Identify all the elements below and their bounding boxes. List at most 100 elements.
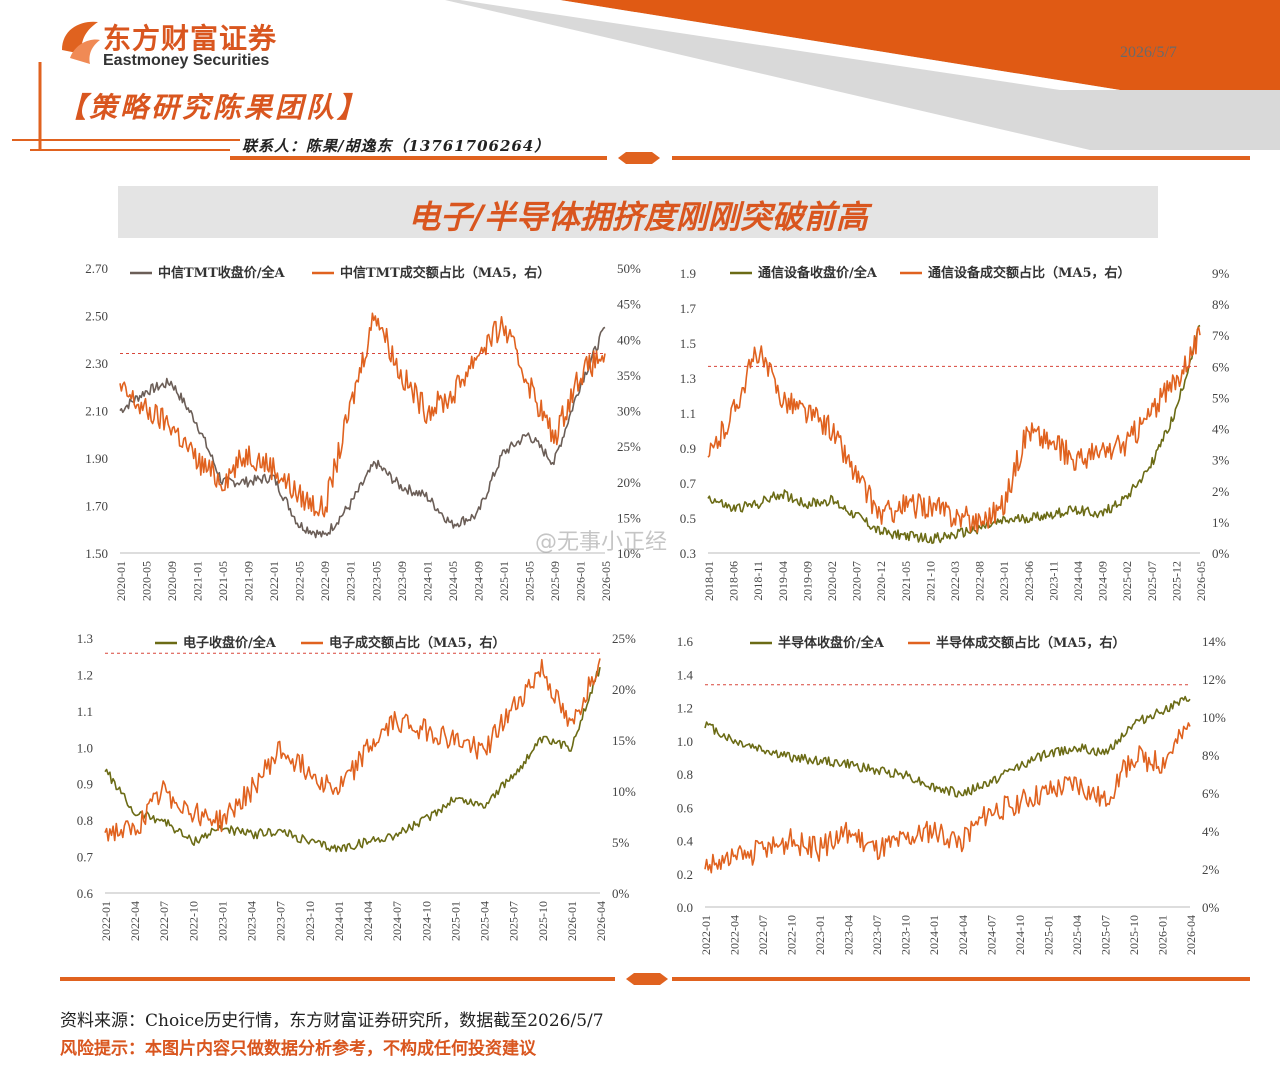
- x-tick-label: 2021-05: [216, 561, 230, 601]
- x-tick-label: 2024-07: [390, 901, 404, 941]
- x-tick-label: 2025-01: [1041, 915, 1055, 955]
- y-tick-label: 0.5: [680, 511, 696, 526]
- x-tick-label: 2024-09: [471, 561, 485, 601]
- y-tick-label: 0.8: [77, 813, 93, 828]
- x-tick-label: 2022-10: [186, 901, 200, 941]
- x-tick-label: 2023-04: [245, 901, 259, 941]
- watermark: @无事小正经: [535, 530, 668, 555]
- y-tick-label: 1.9: [680, 266, 696, 281]
- y-tick-label: 0.0: [677, 900, 693, 915]
- x-tick-label: 2020-07: [850, 561, 864, 601]
- y-tick-label: 0.9: [77, 777, 93, 792]
- x-tick-label: 2018-11: [751, 561, 765, 601]
- x-tick-label: 2024-01: [927, 915, 941, 955]
- y-tick-label: 0.9: [680, 441, 696, 456]
- series-line-price: [119, 326, 606, 539]
- x-tick-label: 2022-10: [785, 915, 799, 955]
- y2-tick-label: 3%: [1212, 453, 1230, 468]
- x-tick-label: 2025-07: [1145, 561, 1159, 601]
- x-tick-label: 2025-05: [522, 561, 536, 601]
- x-tick-label: 2023-06: [1022, 561, 1036, 601]
- x-tick-label: 2021-05: [899, 561, 913, 601]
- chart-telecom: 0.3 0.5 0.7 0.9 1.1 1.3 1.5 1.7 1.9 0% 1% 2% 3% 4% 5% 6…: [680, 265, 1230, 601]
- y2-tick-label: 10%: [617, 546, 641, 561]
- legend-label: 电子成交额占比（MA5，右）: [329, 635, 506, 651]
- series-line-share: [104, 658, 601, 842]
- y-tick-label: 0.4: [677, 834, 694, 849]
- x-tick-label: 2021-10: [923, 561, 937, 601]
- x-tick-label: 2025-02: [1120, 561, 1134, 601]
- series-line-share: [707, 326, 1201, 533]
- x-tick-label: 2023-01: [997, 561, 1011, 601]
- x-tick-label: 2020-09: [165, 561, 179, 601]
- y-tick-label: 1.50: [85, 546, 108, 561]
- x-tick-label: 2025-10: [536, 901, 550, 941]
- x-tick-label: 2023-07: [274, 901, 288, 941]
- x-tick-label: 2025-10: [1127, 915, 1141, 955]
- legend-label: 中信TMT收盘价/全A: [158, 265, 285, 281]
- y-tick-label: 1.0: [677, 734, 693, 749]
- x-tick-label: 2024-10: [1013, 915, 1027, 955]
- y-tick-label: 0.6: [677, 800, 694, 815]
- y2-tick-label: 8%: [1212, 297, 1230, 312]
- x-tick-label: 2022-03: [948, 561, 962, 601]
- team-name: 【策略研究陈果团队】: [58, 91, 369, 124]
- y-tick-label: 1.90: [85, 451, 108, 466]
- y-tick-label: 1.7: [680, 301, 697, 316]
- legend-label: 通信设备成交额占比（MA5，右）: [928, 265, 1131, 281]
- y2-tick-label: 4%: [1212, 422, 1230, 437]
- y2-tick-label: 15%: [617, 510, 641, 525]
- x-tick-label: 2024-04: [1071, 561, 1085, 601]
- y-tick-label: 0.7: [77, 850, 94, 865]
- x-tick-label: 2024-01: [420, 561, 434, 601]
- x-tick-label: 2022-01: [699, 915, 713, 955]
- title-banner: [118, 186, 1158, 238]
- x-tick-label: 2024-05: [446, 561, 460, 601]
- y2-tick-label: 9%: [1212, 266, 1230, 281]
- x-tick-label: 2020-05: [140, 561, 154, 601]
- x-tick-label: 2019-09: [800, 561, 814, 601]
- y2-tick-label: 25%: [617, 439, 641, 454]
- x-tick-label: 2023-01: [344, 561, 358, 601]
- series-line-share: [119, 312, 606, 518]
- y2-tick-label: 35%: [617, 368, 641, 383]
- legend-label: 电子收盘价/全A: [183, 635, 277, 651]
- y-tick-label: 2.70: [85, 261, 108, 276]
- x-tick-label: 2020-02: [825, 561, 839, 601]
- x-tick-label: 2024-01: [332, 901, 346, 941]
- x-tick-label: 2022-07: [756, 915, 770, 955]
- y2-tick-label: 5%: [612, 835, 630, 850]
- y2-tick-label: 5%: [1212, 390, 1230, 405]
- x-tick-label: 2024-04: [361, 901, 375, 941]
- x-tick-label: 2023-09: [395, 561, 409, 601]
- x-tick-label: 2020-01: [114, 561, 128, 601]
- y-tick-label: 1.1: [680, 406, 696, 421]
- x-tick-label: 2019-04: [776, 561, 790, 601]
- x-tick-label: 2026-04: [594, 901, 608, 941]
- y2-tick-label: 0%: [1212, 546, 1230, 561]
- series-line-price: [704, 695, 1191, 798]
- y-tick-label: 1.2: [677, 701, 693, 716]
- x-tick-label: 2026-01: [565, 901, 579, 941]
- chart-tmt: 1.50 1.70 1.90 2.10 2.30 2.50 2.70 10% 15% 20% 25%…: [85, 261, 641, 601]
- x-tick-label: 2024-09: [1096, 561, 1110, 601]
- y2-tick-label: 7%: [1212, 328, 1230, 343]
- x-tick-label: 2026-01: [573, 561, 587, 601]
- y2-tick-label: 12%: [1202, 672, 1226, 687]
- y2-tick-label: 14%: [1202, 634, 1226, 649]
- x-tick-label: 2024-04: [956, 915, 970, 955]
- y2-tick-label: 1%: [1212, 515, 1230, 530]
- legend-label: 通信设备收盘价/全A: [758, 265, 878, 281]
- y-tick-label: 0.6: [77, 886, 94, 901]
- y2-tick-label: 25%: [612, 631, 636, 646]
- x-tick-label: 2023-04: [842, 915, 856, 955]
- y-tick-label: 1.4: [677, 667, 694, 682]
- y2-tick-label: 40%: [617, 332, 641, 347]
- x-tick-label: 2023-10: [899, 915, 913, 955]
- y2-tick-label: 0%: [1202, 900, 1220, 915]
- x-tick-label: 2026-01: [1155, 915, 1169, 955]
- contact-info: 联系人：陈果/胡逸东（13761706264）: [242, 137, 551, 155]
- x-tick-label: 2025-07: [1098, 915, 1112, 955]
- y-tick-label: 0.2: [677, 867, 693, 882]
